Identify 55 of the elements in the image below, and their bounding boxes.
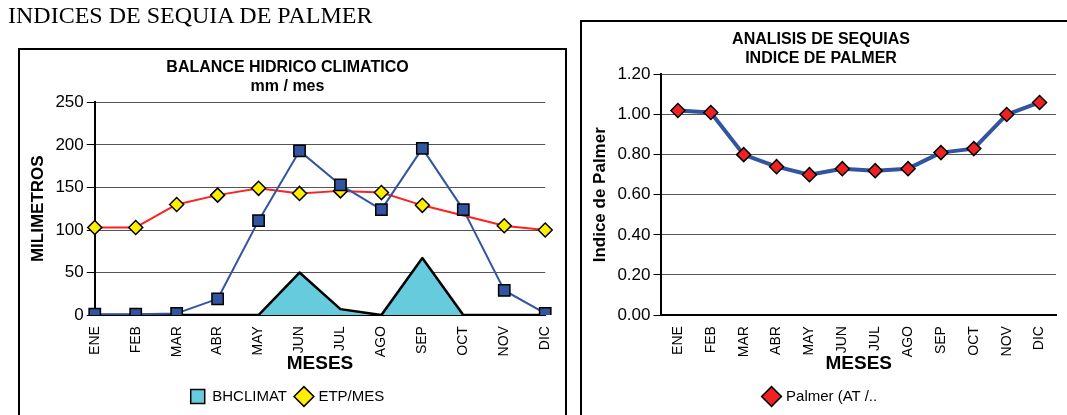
x-tick-label: OCT bbox=[454, 325, 471, 356]
x-tick-label: FEB bbox=[126, 326, 143, 354]
x-tick-label: ENE bbox=[85, 326, 102, 355]
y-tick-label: 1.20 bbox=[617, 64, 651, 84]
x-tick-label: DIC bbox=[536, 326, 553, 351]
point bbox=[375, 203, 388, 216]
x-tick-label: AGO bbox=[898, 325, 915, 358]
x-tick-label: OCT bbox=[964, 325, 981, 356]
x-tick-label: NOV bbox=[997, 325, 1014, 357]
text: ANALISIS DE SEQUIAS bbox=[732, 30, 910, 48]
y-tick-label: 0.60 bbox=[617, 184, 651, 204]
x-tick-label: NOV bbox=[495, 325, 512, 357]
x-tick-label: JUN bbox=[290, 326, 307, 354]
x-tick-label: MAY bbox=[249, 325, 266, 356]
point bbox=[252, 214, 265, 228]
point bbox=[293, 144, 306, 158]
x-tick-label: MAY bbox=[800, 325, 817, 356]
x-tick-label: JUN bbox=[833, 326, 850, 354]
legend-label: ETP/MES bbox=[318, 386, 385, 404]
text: INDICE DE PALMER bbox=[745, 49, 897, 67]
point bbox=[415, 141, 429, 155]
x-tick-label: FEB bbox=[701, 326, 718, 354]
y-axis-title: Indice de Palmer bbox=[589, 126, 609, 263]
y-tick-label: 250 bbox=[55, 92, 84, 112]
x-tick-label: JUL bbox=[866, 325, 883, 351]
text: mm / mes bbox=[250, 77, 325, 95]
point bbox=[456, 203, 470, 216]
point bbox=[497, 284, 511, 297]
y-axis-title: MILIMETROS bbox=[27, 155, 47, 263]
x-tick-label: JUL bbox=[331, 325, 348, 351]
x-tick-label: MAR bbox=[167, 326, 184, 358]
x-tick-label: SEP bbox=[931, 326, 948, 355]
y-tick-label: 0.80 bbox=[617, 144, 651, 164]
x-tick-label: ABR bbox=[767, 326, 784, 355]
y-tick-label: 150 bbox=[55, 177, 84, 197]
y-tick-label: 0 bbox=[74, 304, 84, 324]
legend-label: BHCLIMAT bbox=[212, 386, 287, 404]
y-tick-label: 0.20 bbox=[617, 264, 651, 284]
y-tick-label: 50 bbox=[64, 262, 84, 282]
x-tick-label: ABR bbox=[208, 326, 225, 355]
x-tick-label: SEP bbox=[413, 326, 430, 355]
y-tick-label: 0.40 bbox=[617, 224, 651, 244]
text: BALANCE HIDRICO CLIMATICO bbox=[166, 58, 409, 76]
x-tick-label: DIC bbox=[1030, 326, 1047, 351]
y-tick-label: 1.00 bbox=[617, 104, 651, 124]
x-tick-label: AGO bbox=[372, 325, 389, 358]
y-tick-label: 0.00 bbox=[617, 304, 651, 324]
x-tick-label: ENE bbox=[668, 326, 685, 355]
y-tick-label: 100 bbox=[55, 219, 84, 239]
y-tick-label: 200 bbox=[55, 134, 84, 154]
point bbox=[211, 292, 225, 306]
legend-label: Palmer (AT /.. bbox=[786, 386, 878, 404]
text: INDICES DE SEQUIA DE PALMER bbox=[8, 2, 373, 29]
x-tick-label: MAR bbox=[734, 326, 751, 358]
point bbox=[334, 178, 347, 192]
